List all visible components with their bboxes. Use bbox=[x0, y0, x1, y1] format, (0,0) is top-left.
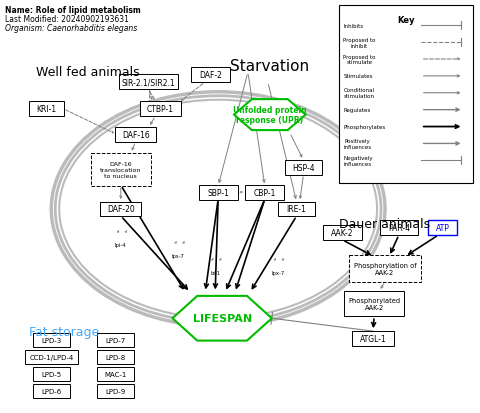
Text: Regulates: Regulates bbox=[343, 108, 371, 113]
FancyBboxPatch shape bbox=[97, 333, 134, 347]
Text: Phosphorylation of
AAK-2: Phosphorylation of AAK-2 bbox=[354, 262, 416, 275]
Text: lps-7: lps-7 bbox=[172, 253, 185, 258]
Text: lpx-7: lpx-7 bbox=[271, 270, 284, 275]
Text: Last Modified: 20240902193631: Last Modified: 20240902193631 bbox=[5, 15, 129, 24]
Text: Organism: Caenorhabditis elegans: Organism: Caenorhabditis elegans bbox=[5, 24, 137, 33]
Text: CCD-1/LPD-4: CCD-1/LPD-4 bbox=[29, 354, 73, 360]
Text: Unfolded protein
response (UPR): Unfolded protein response (UPR) bbox=[233, 106, 307, 125]
FancyBboxPatch shape bbox=[29, 102, 64, 117]
Text: DAF-16: DAF-16 bbox=[122, 131, 150, 140]
FancyBboxPatch shape bbox=[199, 185, 238, 200]
Text: IRE-1: IRE-1 bbox=[287, 205, 307, 214]
FancyBboxPatch shape bbox=[339, 6, 473, 183]
FancyBboxPatch shape bbox=[349, 256, 421, 282]
Text: Proposed to
inhibit: Proposed to inhibit bbox=[343, 38, 376, 48]
Text: MAC-1: MAC-1 bbox=[105, 371, 127, 377]
Text: LPD-7: LPD-7 bbox=[106, 337, 126, 343]
Text: Dauer animals: Dauer animals bbox=[339, 217, 431, 230]
Text: Phosphorylates: Phosphorylates bbox=[343, 125, 385, 130]
Text: Phosphorylated
AAK-2: Phosphorylated AAK-2 bbox=[348, 297, 400, 310]
FancyBboxPatch shape bbox=[97, 367, 134, 381]
FancyBboxPatch shape bbox=[278, 202, 315, 217]
Text: CTBP-1: CTBP-1 bbox=[147, 105, 174, 114]
FancyBboxPatch shape bbox=[380, 221, 418, 236]
FancyBboxPatch shape bbox=[25, 350, 78, 364]
Text: Proposed to
stimulate: Proposed to stimulate bbox=[343, 55, 376, 65]
Text: LPD-8: LPD-8 bbox=[106, 354, 126, 360]
Text: LPD-5: LPD-5 bbox=[41, 371, 61, 377]
Text: Fat storage: Fat storage bbox=[29, 325, 100, 338]
Text: Conditional
stimulation: Conditional stimulation bbox=[343, 88, 374, 99]
FancyBboxPatch shape bbox=[97, 384, 134, 398]
Polygon shape bbox=[172, 296, 272, 341]
Text: LPD-9: LPD-9 bbox=[106, 388, 126, 394]
FancyBboxPatch shape bbox=[91, 154, 151, 186]
FancyBboxPatch shape bbox=[100, 202, 141, 217]
FancyBboxPatch shape bbox=[428, 221, 457, 236]
Text: ATGL-1: ATGL-1 bbox=[360, 334, 386, 343]
FancyBboxPatch shape bbox=[33, 384, 70, 398]
Text: Inhibits: Inhibits bbox=[343, 24, 363, 28]
Text: LPD-3: LPD-3 bbox=[41, 337, 61, 343]
Text: Positively
influences: Positively influences bbox=[343, 139, 372, 150]
Text: DAF-16
translocation
to nucleus: DAF-16 translocation to nucleus bbox=[100, 161, 142, 178]
FancyBboxPatch shape bbox=[120, 75, 178, 90]
Text: bi-1: bi-1 bbox=[210, 270, 220, 275]
Text: ATP: ATP bbox=[436, 224, 450, 233]
Polygon shape bbox=[234, 100, 306, 131]
Text: Well fed animals: Well fed animals bbox=[36, 66, 140, 79]
Text: DAF-20: DAF-20 bbox=[107, 205, 135, 214]
Text: LPD-6: LPD-6 bbox=[41, 388, 61, 394]
Text: Stimulates: Stimulates bbox=[343, 74, 373, 79]
Text: LIFESPAN: LIFESPAN bbox=[192, 313, 252, 323]
Text: CBP-1: CBP-1 bbox=[253, 188, 276, 197]
Text: KRI-1: KRI-1 bbox=[36, 105, 56, 114]
Text: PAR-4: PAR-4 bbox=[388, 224, 410, 233]
Text: Key: Key bbox=[397, 16, 415, 25]
FancyBboxPatch shape bbox=[33, 333, 70, 347]
Text: Starvation: Starvation bbox=[230, 59, 309, 74]
FancyBboxPatch shape bbox=[33, 367, 70, 381]
FancyBboxPatch shape bbox=[140, 102, 181, 117]
FancyBboxPatch shape bbox=[285, 160, 322, 175]
Text: SBP-1: SBP-1 bbox=[207, 188, 229, 197]
FancyBboxPatch shape bbox=[352, 331, 395, 346]
Text: lpi-4: lpi-4 bbox=[115, 242, 127, 247]
Text: Name: Role of lipid metabolism: Name: Role of lipid metabolism bbox=[5, 6, 140, 15]
FancyBboxPatch shape bbox=[323, 226, 361, 241]
FancyBboxPatch shape bbox=[344, 291, 404, 316]
FancyBboxPatch shape bbox=[245, 185, 284, 200]
Text: HSP-4: HSP-4 bbox=[292, 164, 315, 172]
Text: AAK-2: AAK-2 bbox=[331, 229, 354, 238]
FancyBboxPatch shape bbox=[191, 68, 229, 83]
FancyBboxPatch shape bbox=[115, 128, 156, 142]
FancyBboxPatch shape bbox=[97, 350, 134, 364]
Text: SIR-2.1/SIR2.1: SIR-2.1/SIR2.1 bbox=[122, 78, 175, 87]
Text: DAF-2: DAF-2 bbox=[199, 71, 222, 80]
Text: Negatively
influences: Negatively influences bbox=[343, 156, 373, 166]
